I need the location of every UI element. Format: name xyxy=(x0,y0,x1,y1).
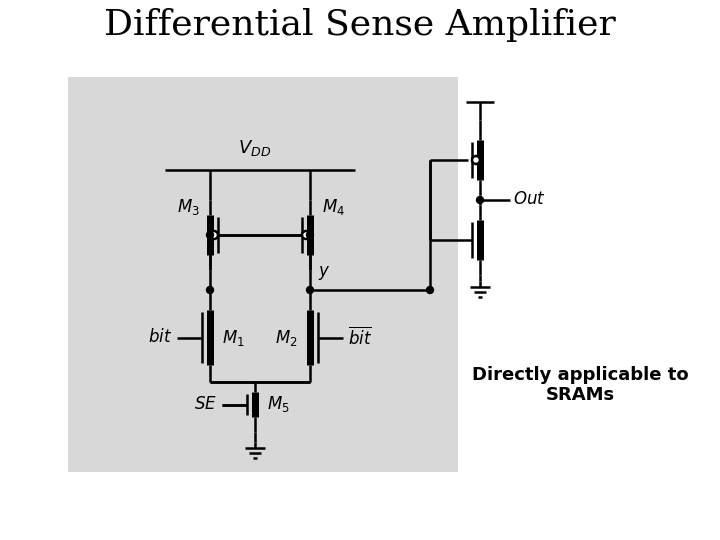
Text: $M_4$: $M_4$ xyxy=(322,197,345,217)
Text: $M_1$: $M_1$ xyxy=(222,327,245,348)
Text: $SE$: $SE$ xyxy=(194,396,217,413)
Text: $y$: $y$ xyxy=(318,264,330,282)
Circle shape xyxy=(302,231,310,239)
Text: $\overline{bit}$: $\overline{bit}$ xyxy=(348,327,372,348)
Circle shape xyxy=(210,231,218,239)
Circle shape xyxy=(207,287,214,294)
Text: $M_3$: $M_3$ xyxy=(177,197,200,217)
Text: $M_2$: $M_2$ xyxy=(276,327,298,348)
Text: $M_5$: $M_5$ xyxy=(267,395,289,415)
Circle shape xyxy=(472,156,480,164)
Bar xyxy=(68,77,458,472)
Circle shape xyxy=(307,232,313,239)
Text: $bit$: $bit$ xyxy=(148,328,172,347)
Circle shape xyxy=(207,232,214,239)
Text: $Out$: $Out$ xyxy=(513,192,546,208)
Circle shape xyxy=(477,197,484,204)
Text: Directly applicable to
SRAMs: Directly applicable to SRAMs xyxy=(472,366,688,404)
Circle shape xyxy=(426,287,433,294)
Text: $V_{DD}$: $V_{DD}$ xyxy=(238,138,271,158)
Circle shape xyxy=(307,287,313,294)
Text: Differential Sense Amplifier: Differential Sense Amplifier xyxy=(104,8,616,42)
